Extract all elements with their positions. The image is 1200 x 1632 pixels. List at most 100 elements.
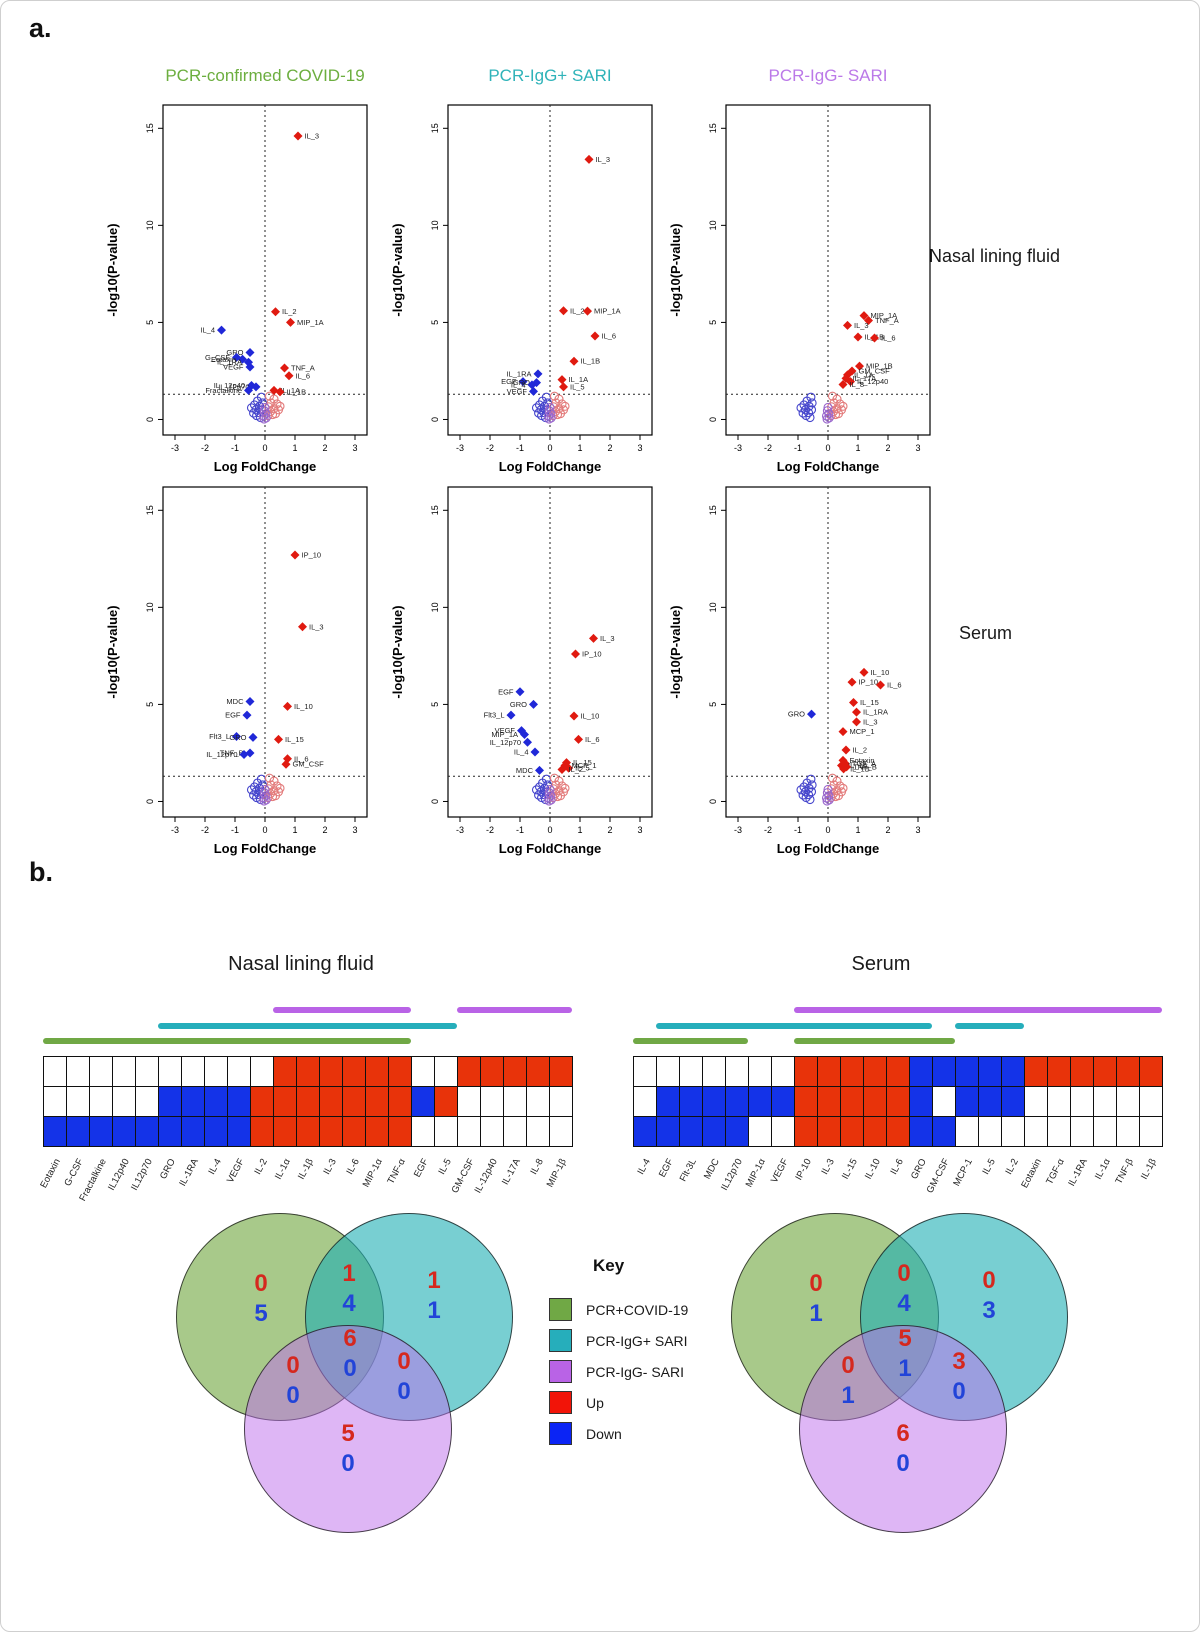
venn-teal_only-down-count: 3: [982, 1297, 996, 1324]
heatmap-cell-PCR-IgG+ SARI-GRO: [909, 1086, 933, 1117]
heatmap-cell-PCR-IgG+ SARI-IL-6: [886, 1086, 910, 1117]
heatmap-cell-PCR-IgG+ SARI-IL-1α: [1093, 1086, 1117, 1117]
x-tick-label: -3: [456, 443, 464, 453]
heatmap-cell-PCR+COVID-19-TNF-β: [1116, 1116, 1140, 1147]
venn-green_teal-up-count: 1: [342, 1260, 356, 1287]
y-tick-label: 0: [430, 417, 440, 422]
point-label: MCP_1: [572, 761, 597, 770]
volcano-point-IL_3: [298, 622, 307, 632]
x-axis-label: Log FoldChange: [214, 459, 317, 474]
heatmap-cell-PCR+COVID-19-GM-CSF: [932, 1116, 956, 1147]
point-label: IL_1B: [287, 387, 307, 396]
point-label: IL_6: [585, 735, 600, 744]
heatmap-cell-PCR-IgG+ SARI-EGF: [411, 1086, 435, 1117]
nonsignificant-point: [534, 790, 544, 800]
point-label: GRO: [226, 348, 243, 357]
point-label: MIP_1A: [594, 307, 621, 316]
nonsignificant-point: [821, 411, 832, 421]
point-label: TNF_A: [875, 316, 899, 325]
point-label: MIP_1B: [866, 362, 893, 371]
point-label: IL_6: [602, 332, 617, 341]
key-label-Down: Down: [586, 1426, 622, 1442]
heatmap-cell-PCR+COVID-19-IL-5: [978, 1116, 1002, 1147]
key-label-Up: Up: [586, 1395, 604, 1411]
key-swatch-Up: [549, 1391, 572, 1414]
heatmap-cell-PCR-IgG- SARI-IL12p70: [135, 1056, 159, 1087]
nonsignificant-point: [824, 791, 834, 801]
venn-green_teal-down-count: 4: [897, 1290, 911, 1317]
point-label: IL_2: [570, 306, 585, 315]
heatmap-cell-PCR-IgG+ SARI-VEGF: [771, 1086, 795, 1117]
point-label: IL_3: [596, 155, 611, 164]
heatmap-cell-PCR-IgG- SARI-Eotaxin: [1024, 1056, 1048, 1087]
x-tick-label: 1: [292, 443, 297, 453]
heatmap-cell-PCR-IgG+ SARI-IL-1RA: [1070, 1086, 1094, 1117]
volcano-point-IP_10: [571, 649, 580, 659]
panel-b-label: b.: [29, 857, 53, 887]
heatmap-cell-PCR-IgG+ SARI-VEGF: [227, 1086, 251, 1117]
heatmap-cell-PCR+COVID-19-GM-CSF: [457, 1116, 481, 1147]
volcano-point-GRO: [245, 348, 255, 357]
heatmap-title-nasal: Nasal lining fluid: [228, 953, 374, 975]
heatmap-cell-PCR+COVID-19-IL-3: [817, 1116, 841, 1147]
heatmap-cell-PCR+COVID-19-IL-2: [250, 1116, 274, 1147]
heatmap-cell-PCR-IgG- SARI-IL-3: [319, 1056, 343, 1087]
point-label: IL_1B: [581, 357, 601, 366]
volcano-point-VEGF: [517, 726, 526, 736]
nonsignificant-point: [823, 402, 833, 412]
heatmap-cell-PCR-IgG+ SARI-IL-3: [319, 1086, 343, 1117]
venn-teal_purple-up-count: 3: [952, 1348, 966, 1375]
venn-center-up-count: 6: [343, 1325, 357, 1352]
heatmap-cell-PCR-IgG- SARI-MIP-1α: [365, 1056, 389, 1087]
x-tick-label: 2: [607, 443, 612, 453]
nonsignificant-point: [531, 403, 542, 413]
point-label: IL_15: [285, 735, 304, 744]
y-tick-label: 5: [708, 702, 718, 707]
panel-a-label: a.: [29, 13, 52, 43]
nonsignificant-point: [805, 412, 815, 423]
nonsignificant-point: [833, 791, 844, 801]
venn-center-up-count: 5: [898, 1325, 912, 1352]
volcano-title: PCR-IgG- SARI: [768, 66, 887, 85]
nonsignificant-point: [796, 785, 806, 795]
heatmap-cell-PCR+COVID-19-IL-1β: [296, 1116, 320, 1147]
nonsignificant-point: [531, 785, 542, 795]
heatmap-title-serum: Serum: [851, 953, 911, 975]
group-coverage-bar: [457, 1007, 572, 1013]
heatmap-cell-PCR+COVID-19-IL-3: [319, 1116, 343, 1147]
venn-green_teal-down-count: 4: [342, 1290, 356, 1317]
point-label: GRO: [510, 700, 527, 709]
x-tick-label: -2: [486, 825, 494, 835]
heatmap-cell-PCR-IgG- SARI-IL-5: [978, 1056, 1002, 1087]
heatmap-cell-PCR+COVID-19-MIP-1β: [549, 1116, 573, 1147]
y-tick-label: 0: [145, 417, 155, 422]
venn-circle-purple: [244, 1325, 452, 1533]
heatmap-cell-PCR+COVID-19-G-CSF: [66, 1116, 90, 1147]
nonsignificant-point: [272, 399, 282, 409]
nonsignificant-point: [272, 781, 282, 791]
heatmap-cell-PCR+COVID-19-IP-10: [794, 1116, 818, 1147]
volcano-plot-1: PCR-confirmed COVID-19 -3 -2 -1 0 1 2 3 0 5 10 15 Lo…: [105, 66, 368, 474]
venn-green_purple-down-count: 0: [286, 1382, 300, 1409]
group-coverage-bar: [955, 1023, 1024, 1029]
key-label-PCR-IgG+ SARI: PCR-IgG+ SARI: [586, 1333, 688, 1349]
heatmap-cell-PCR+COVID-19-IL-8: [526, 1116, 550, 1147]
nonsignificant-point: [275, 783, 285, 793]
x-tick-label: 2: [607, 825, 612, 835]
volcano-point-IL_15: [849, 697, 858, 707]
point-label: IL_15: [573, 758, 592, 767]
x-tick-label: 0: [825, 825, 830, 835]
nonsignificant-point: [833, 409, 844, 419]
heatmap-cell-PCR-IgG- SARI-MIP-1α: [748, 1056, 772, 1087]
nonsignificant-point: [557, 781, 567, 791]
heatmap-cell-PCR+COVID-19-Fractalkine: [89, 1116, 113, 1147]
point-label: IL_12p70: [218, 382, 249, 391]
nonsignificant-point: [539, 790, 549, 800]
volcano-point-IL_1A: [557, 375, 567, 385]
volcano-point-GRO: [248, 732, 258, 742]
point-label: IL_15: [860, 698, 879, 707]
venn-green_purple-up-count: 0: [286, 1352, 300, 1379]
nonsignificant-point: [534, 408, 544, 418]
heatmap-cell-PCR-IgG- SARI-MCP-1: [955, 1056, 979, 1087]
x-tick-label: 1: [855, 825, 860, 835]
